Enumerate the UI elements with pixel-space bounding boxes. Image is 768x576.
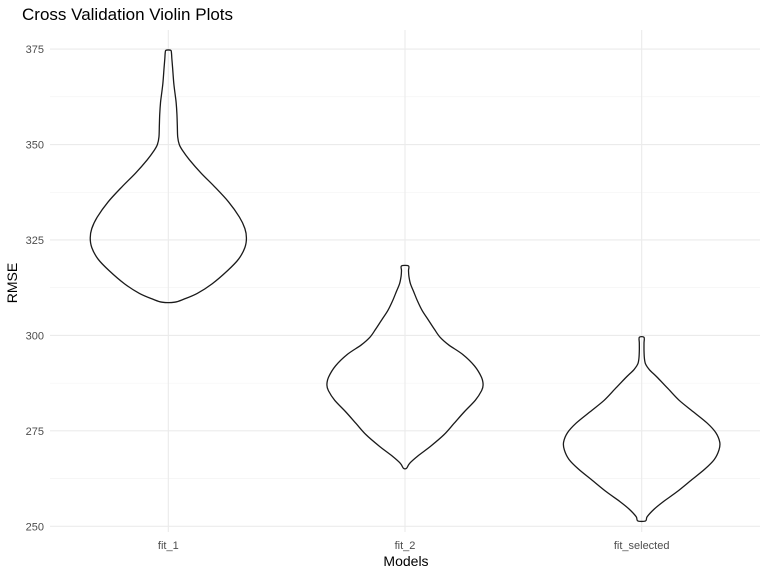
y-tick-label: 325 <box>26 235 44 247</box>
x-tick-label: fit_2 <box>395 540 416 552</box>
y-axis-title: RMSE <box>4 263 20 303</box>
x-tick-label: fit_selected <box>614 540 670 552</box>
violin-layer <box>89 49 721 523</box>
x-tick-labels: fit_1 fit_2 fit_selected <box>158 540 670 552</box>
violin-fit-2 <box>326 264 484 470</box>
y-tick-label: 300 <box>26 330 44 342</box>
violin-fit-1 <box>89 49 248 304</box>
x-axis-title: Models <box>383 553 428 569</box>
x-tick-label: fit_1 <box>158 540 179 552</box>
y-tick-label: 375 <box>26 44 44 56</box>
y-tick-labels: 250 275 300 325 350 375 <box>26 44 44 533</box>
grid-layer <box>50 30 760 532</box>
chart-title: Cross Validation Violin Plots <box>22 5 233 24</box>
violin-fit-selected <box>562 335 721 523</box>
y-tick-label: 250 <box>26 521 44 533</box>
y-tick-label: 350 <box>26 140 44 152</box>
y-tick-label: 275 <box>26 426 44 438</box>
